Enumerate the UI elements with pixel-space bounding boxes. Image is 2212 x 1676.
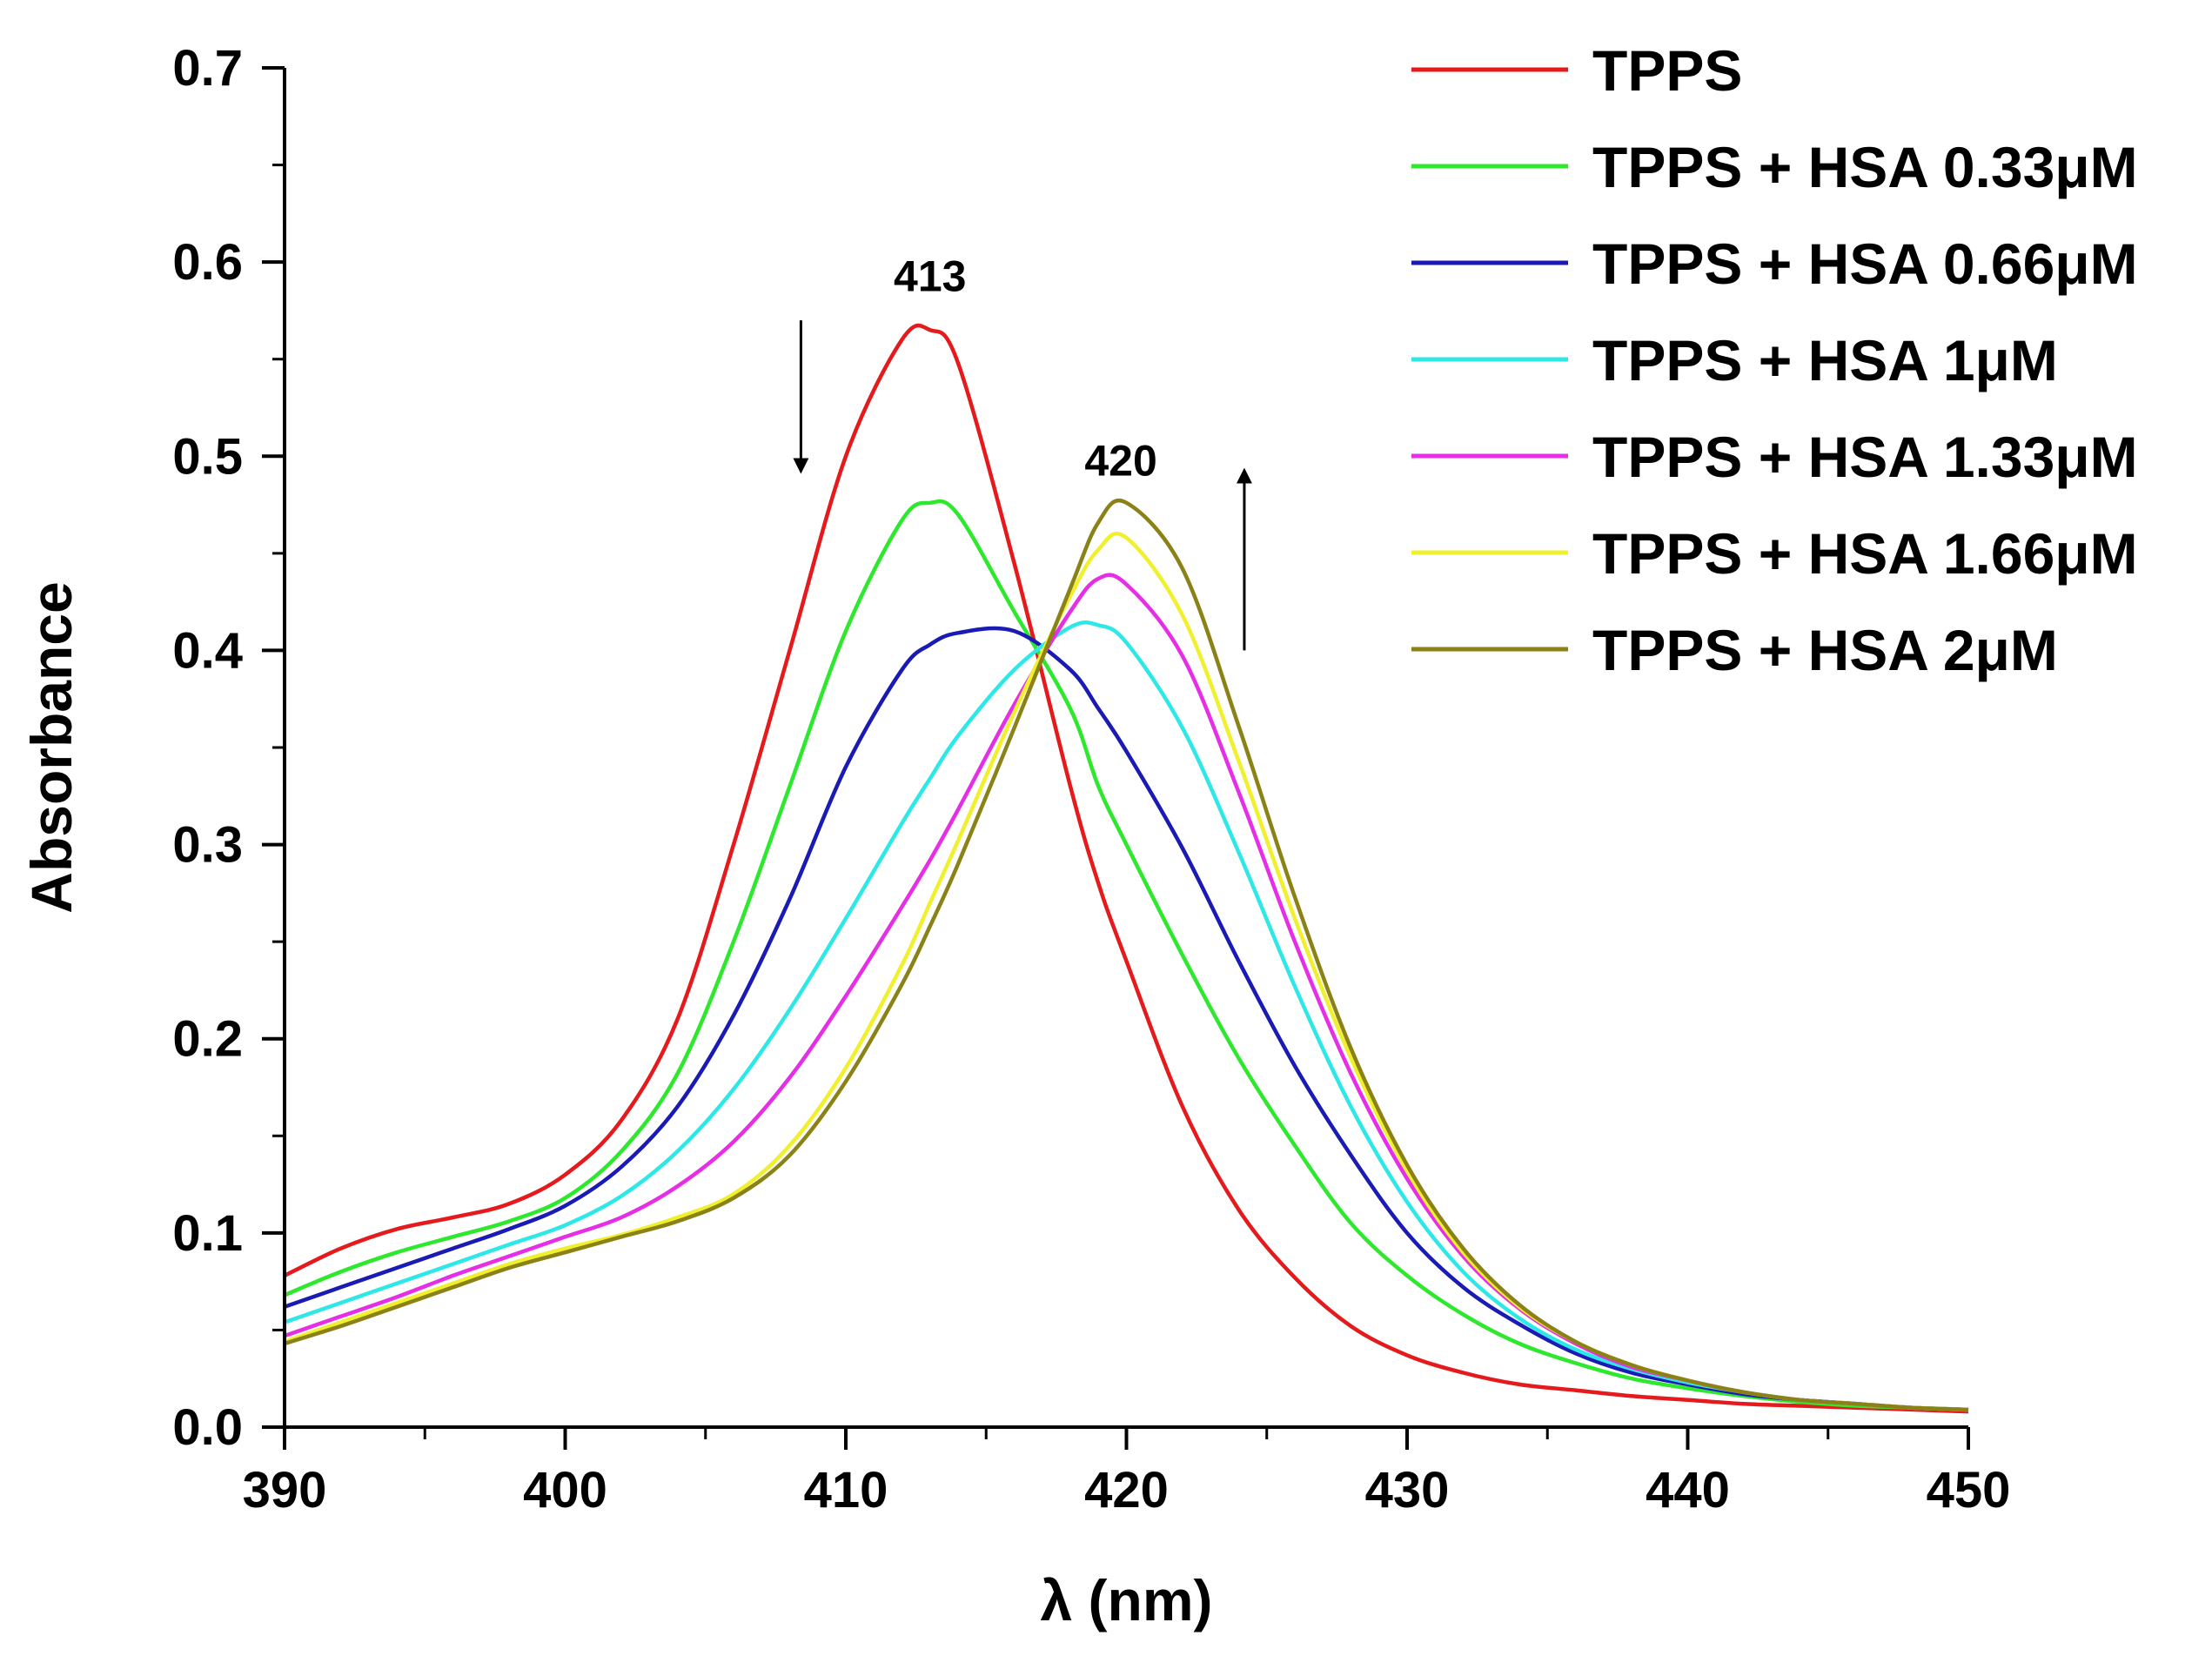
legend-label-2: TPPS + HSA 0.33μM: [1592, 135, 2138, 199]
peak-label: 413: [894, 252, 966, 301]
x-tick-label: 440: [1646, 1462, 1730, 1518]
y-tick-label: 0.2: [172, 1011, 243, 1068]
y-axis-title: Absorbance: [19, 581, 84, 913]
legend-label-4: TPPS + HSA 1μM: [1592, 328, 2058, 392]
series-line-3: [284, 626, 1969, 1412]
y-tick-label: 0.4: [172, 622, 243, 679]
legend-label-5: TPPS + HSA 1.33μM: [1592, 425, 2138, 489]
legend-label-7: TPPS + HSA 2μM: [1592, 618, 2058, 682]
legend-label-6: TPPS + HSA 1.66μM: [1592, 521, 2138, 586]
x-tick-label: 390: [243, 1462, 327, 1518]
x-tick-label: 420: [1084, 1462, 1169, 1518]
legend-label-1: TPPS: [1592, 38, 1742, 103]
ticks: 390 400 410 420 430 440 450 0.0 0.1 0.2 0.3 0.4 0.5 0…: [172, 40, 2010, 1518]
y-tick-label: 0.1: [172, 1205, 243, 1262]
y-tick-label: 0.0: [172, 1399, 243, 1456]
x-tick-label: 450: [1927, 1462, 2011, 1518]
series-line-7: [284, 498, 1969, 1412]
x-tick-label: 400: [523, 1462, 607, 1518]
y-tick-label: 0.5: [172, 428, 243, 485]
legend: TPPS TPPS + HSA 0.33μM TPPS + HSA 0.66μM TP…: [1411, 38, 2138, 682]
series-line-2: [284, 499, 1969, 1412]
annotations: 413 420: [793, 252, 1252, 651]
peak-label: 420: [1084, 437, 1156, 486]
legend-label-3: TPPS + HSA 0.66μM: [1592, 231, 2138, 296]
series-line-5: [284, 573, 1969, 1412]
series-line-4: [284, 620, 1969, 1412]
x-axis-title: λ (nm): [1041, 1568, 1213, 1632]
x-tick-label: 430: [1365, 1462, 1450, 1518]
series-layer: [284, 323, 1969, 1414]
y-tick-label: 0.3: [172, 817, 243, 874]
x-tick-label: 410: [804, 1462, 888, 1518]
series-line-1: [284, 323, 1969, 1414]
y-tick-label: 0.7: [172, 40, 243, 97]
y-tick-label: 0.6: [172, 234, 243, 291]
